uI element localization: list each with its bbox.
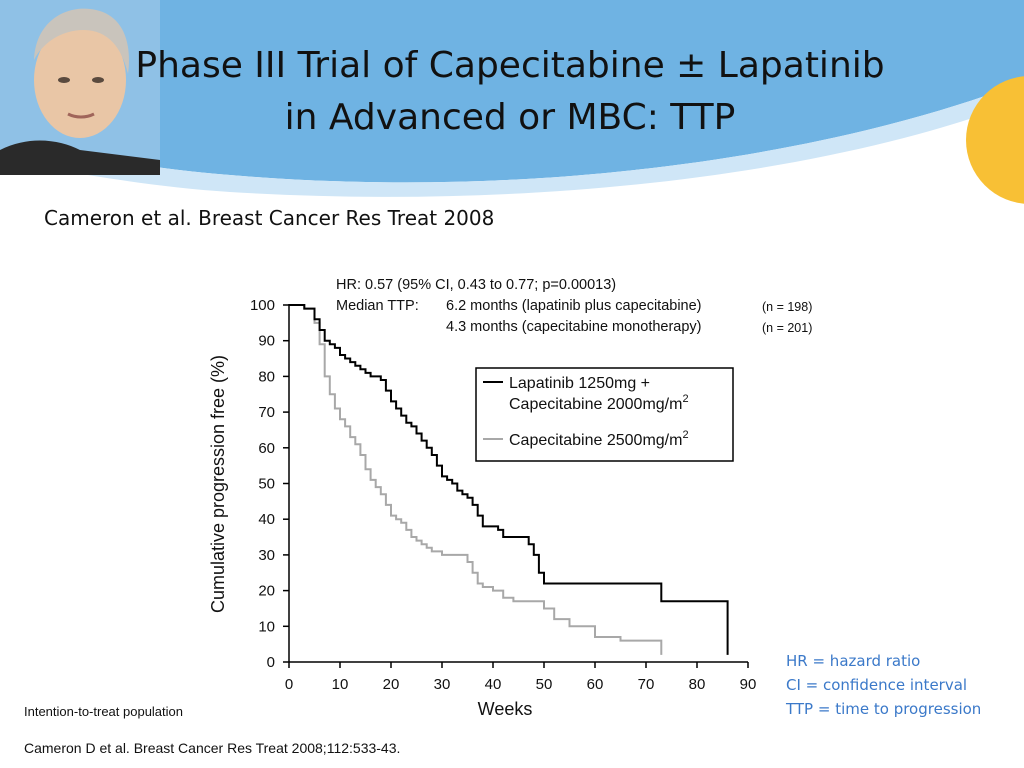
- x-tick-label: 20: [383, 676, 400, 693]
- km-curve-lapatinib-capecitabine: [289, 304, 729, 655]
- legend-label-capecitabine: Capecitabine 2500mg/m2: [509, 429, 689, 449]
- definition-ttp: TTP = time to progression: [786, 700, 982, 718]
- slide-title: Phase III Trial of Capecitabine ± Lapati…: [135, 45, 885, 138]
- y-tick-label: 30: [258, 547, 275, 564]
- x-tick-label: 60: [587, 676, 604, 693]
- x-tick-label: 30: [434, 676, 451, 693]
- woman-portrait-photo: [0, 0, 160, 175]
- y-tick-label: 0: [267, 654, 275, 671]
- definition-hr: HR = hazard ratio: [786, 652, 921, 670]
- median-capecitabine: 4.3 months (capecitabine monotherapy): [446, 319, 702, 335]
- x-tick-label: 50: [536, 676, 553, 693]
- hr-annotation: HR: 0.57 (95% CI, 0.43 to 0.77; p=0.0001…: [336, 277, 616, 293]
- y-tick-label: 40: [258, 511, 275, 528]
- header-wave: [0, 0, 1024, 183]
- legend-label-lapatinib-sup: 2: [682, 393, 688, 405]
- sun-shape: [966, 76, 1024, 204]
- y-tick-label: 60: [258, 440, 275, 457]
- x-tick-label: 80: [689, 676, 706, 693]
- definition-ci: CI = confidence interval: [786, 676, 968, 694]
- n-capecitabine: (n = 201): [762, 321, 812, 335]
- legend-box: [475, 367, 734, 462]
- slide-subtitle: Cameron et al. Breast Cancer Res Treat 2…: [44, 206, 495, 230]
- x-ticks: [288, 662, 749, 668]
- legend-label-lapatinib-line2: Capecitabine 2000mg/m2: [509, 393, 689, 413]
- legend-label-lapatinib-line2-text: Capecitabine 2000mg/m: [509, 396, 682, 413]
- median-lapatinib: 6.2 months (lapatinib plus capecitabine): [446, 298, 702, 314]
- x-tick-labels: 0 10 20 30 40 50 60 70 80 90: [285, 676, 757, 693]
- x-tick-label: 70: [638, 676, 655, 693]
- km-curves: [289, 304, 729, 655]
- y-tick-label: 70: [258, 404, 275, 421]
- y-tick-label: 90: [258, 333, 275, 350]
- legend-label-lapatinib-line1: Lapatinib 1250mg +: [509, 375, 650, 392]
- legend-label-capecitabine-sup: 2: [682, 429, 688, 441]
- y-tick-label: 50: [258, 476, 275, 493]
- x-tick-label: 10: [332, 676, 349, 693]
- km-curve-capecitabine: [289, 304, 663, 655]
- y-axis-label: Cumulative progression free (%): [208, 355, 228, 613]
- citation: Cameron D et al. Breast Cancer Res Treat…: [24, 740, 401, 756]
- x-tick-label: 40: [485, 676, 502, 693]
- y-ticks: [283, 304, 289, 663]
- x-axis-label: Weeks: [478, 699, 533, 719]
- x-tick-label: 90: [740, 676, 757, 693]
- median-ttp-label: Median TTP:: [336, 298, 419, 314]
- legend-label-capecitabine-text: Capecitabine 2500mg/m: [509, 432, 682, 449]
- y-tick-label: 10: [258, 618, 275, 635]
- n-lapatinib: (n = 198): [762, 300, 812, 314]
- y-tick-label: 20: [258, 583, 275, 600]
- legend: Lapatinib 1250mg + Capecitabine 2000mg/m…: [475, 367, 734, 462]
- abbreviation-definitions: HR = hazard ratio CI = confidence interv…: [786, 649, 981, 721]
- y-tick-label: 80: [258, 368, 275, 385]
- population-footnote: Intention-to-treat population: [24, 704, 183, 719]
- x-tick-label: 0: [285, 676, 293, 693]
- y-tick-label: 100: [250, 297, 275, 314]
- y-tick-labels: 0 10 20 30 40 50 60 70 80 90 100: [250, 297, 275, 671]
